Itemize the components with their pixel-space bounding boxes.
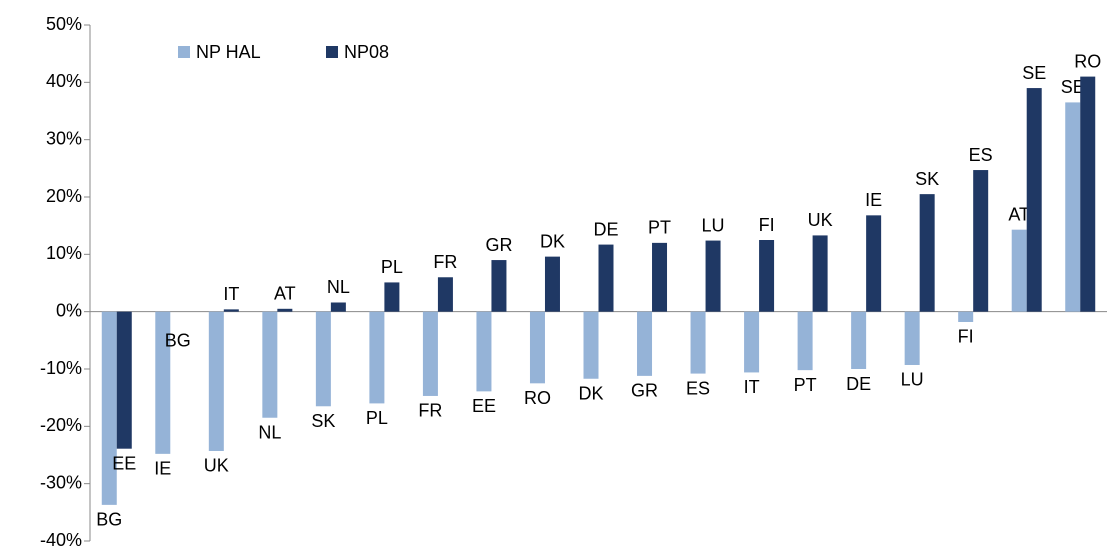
bar-label: GR: [485, 235, 512, 255]
bar-label: LU: [702, 215, 725, 235]
bar-label: FI: [958, 327, 974, 347]
bar-label: DK: [540, 231, 565, 251]
bar: [973, 170, 989, 312]
bar: [744, 311, 760, 373]
bar-label: PL: [381, 257, 403, 277]
y-tick-label: 0%: [56, 300, 82, 320]
bar: [330, 302, 346, 312]
legend-swatch: [326, 46, 338, 58]
bar: [759, 240, 775, 312]
bar-label: AT: [1008, 204, 1030, 224]
bar: [101, 311, 117, 505]
bar: [919, 194, 935, 312]
bar-label: SK: [915, 169, 939, 189]
bar: [208, 311, 224, 451]
y-tick-label: -30%: [40, 472, 82, 492]
bar-label: DK: [578, 383, 603, 403]
bar: [476, 311, 492, 392]
bar: [866, 215, 882, 312]
bar-label: SE: [1061, 77, 1085, 97]
bar-label: UK: [808, 210, 833, 230]
bar: [1011, 229, 1027, 312]
y-tick-label: 40%: [46, 71, 82, 91]
bar: [155, 311, 171, 454]
bar: [1080, 76, 1096, 312]
bar-label: BG: [96, 510, 122, 530]
bar-label: UK: [204, 456, 229, 476]
bar: [422, 311, 438, 396]
bar-label: ES: [969, 145, 993, 165]
bar: [851, 311, 867, 369]
bar-label: SK: [311, 411, 335, 431]
bar: [437, 277, 453, 312]
bar-label: FR: [418, 401, 442, 421]
bar-label: RO: [524, 388, 551, 408]
bar-label: BG: [165, 330, 191, 350]
y-tick-label: -10%: [40, 358, 82, 378]
bar: [1065, 102, 1081, 312]
bar: [116, 311, 132, 449]
bar: [277, 308, 293, 312]
y-tick-label: 20%: [46, 186, 82, 206]
bar-label: SE: [1022, 63, 1046, 83]
bar: [223, 309, 239, 312]
legend-swatch: [178, 46, 190, 58]
bar: [583, 311, 599, 379]
bar-label: EE: [472, 396, 496, 416]
y-tick-label: 50%: [46, 14, 82, 34]
bar-label: AT: [274, 284, 296, 304]
legend-label: NP HAL: [196, 42, 261, 62]
bar: [652, 242, 668, 312]
bar: [369, 311, 385, 404]
bar-label: PL: [366, 408, 388, 428]
bar: [262, 311, 278, 418]
bar-label: PT: [648, 218, 671, 238]
bar-label: ES: [686, 378, 710, 398]
bar: [529, 311, 545, 384]
bar-label: EE: [112, 453, 136, 473]
bar-label: GR: [631, 381, 658, 401]
bar-label: LU: [901, 370, 924, 390]
y-tick-label: -20%: [40, 415, 82, 435]
bar: [690, 311, 706, 374]
y-tick-label: 10%: [46, 243, 82, 263]
bar: [958, 311, 974, 322]
bar: [705, 240, 721, 312]
bar-label: DE: [846, 374, 871, 394]
legend-label: NP08: [344, 42, 389, 62]
bar: [904, 311, 920, 365]
bar: [544, 256, 560, 312]
bar-label: DE: [593, 219, 618, 239]
bar-label: FR: [433, 252, 457, 272]
bar-label: FI: [759, 215, 775, 235]
bar-label: NL: [327, 277, 350, 297]
bar-label: IT: [744, 377, 760, 397]
bar-label: IE: [865, 190, 882, 210]
bar-label: NL: [258, 422, 281, 442]
bar: [315, 311, 331, 407]
y-tick-label: -40%: [40, 530, 82, 548]
bar: [491, 260, 507, 312]
bar: [598, 244, 614, 312]
bar: [637, 311, 653, 376]
bar-label: RO: [1074, 51, 1101, 71]
bar: [812, 235, 828, 312]
bar: [797, 311, 813, 371]
bar-label: PT: [794, 375, 817, 395]
bar: [384, 282, 400, 312]
bar-label: IE: [154, 459, 171, 479]
y-tick-label: 30%: [46, 128, 82, 148]
bar: [1026, 88, 1042, 312]
bar-label: IT: [223, 284, 239, 304]
